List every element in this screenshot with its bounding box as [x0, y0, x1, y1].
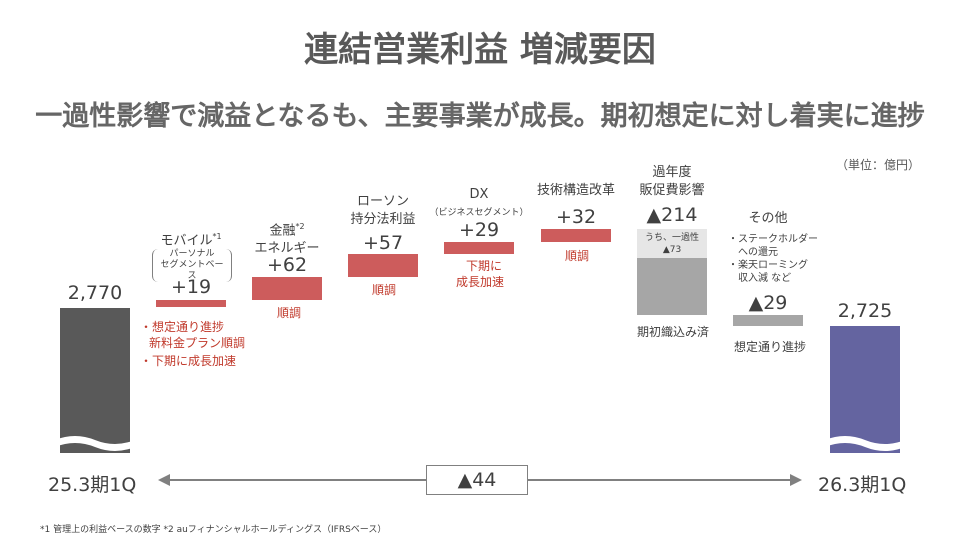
period-arrow-right-head	[790, 474, 802, 486]
other-note-1: ・ステークホルダー	[728, 234, 818, 245]
other-label: その他	[748, 211, 788, 226]
end-period-label: 26.3期1Q	[818, 474, 907, 496]
finance-note: 順調	[277, 306, 302, 320]
promo-label: 過年度 販促費影響	[622, 164, 722, 200]
mobile-note-3: ・下期に成長加速	[140, 354, 237, 368]
onetime-label: うち、一過性 ▲73	[637, 232, 707, 256]
tech-note: 順調	[565, 249, 590, 263]
bar-promo-onetime	[637, 229, 707, 258]
dx-note-1: 下期に	[466, 259, 503, 273]
mobile-note-1: ・想定通り進捗	[140, 320, 225, 334]
mobile-sub-2: セグメントベース	[160, 260, 224, 281]
finance-mark: *2	[295, 222, 305, 231]
finance-name-1: 金融	[269, 223, 296, 239]
mobile-sub-1: パーソナル	[169, 249, 215, 259]
other-value: ▲29	[748, 292, 788, 314]
onetime-value: ▲73	[662, 245, 682, 255]
bar-dx	[444, 242, 514, 254]
mobile-sub-label: パーソナル セグメントベース	[152, 249, 232, 282]
other-note-bottom: 想定通り進捗	[734, 340, 807, 354]
tech-label: 技術構造改革	[536, 183, 615, 198]
promo-value: ▲214	[646, 204, 698, 226]
bar-lawson	[348, 254, 418, 277]
bar-other	[733, 315, 803, 326]
page-title: 連結営業利益 増減要因	[304, 30, 656, 70]
mobile-note-2: 新料金プラン順調	[149, 336, 246, 350]
bar-end-break	[825, 436, 905, 451]
dx-value: +29	[458, 219, 500, 241]
onetime-text: うち、一過性	[644, 233, 699, 243]
mobile-label: モバイル*1	[146, 228, 236, 250]
total-change-box: ▲44	[426, 465, 528, 495]
mobile-mark: *1	[212, 232, 222, 241]
period-arrow-left-head	[158, 474, 170, 486]
other-note-3: ・楽天ローミング	[728, 260, 808, 271]
bar-end	[830, 326, 900, 453]
tech-value: +32	[555, 206, 597, 228]
end-value-label: 2,725	[837, 300, 893, 322]
bar-mobile	[156, 300, 226, 307]
bar-tech	[541, 229, 611, 242]
mobile-name: モバイル	[160, 233, 213, 249]
footnote: *1 管理上の利益ベースの数字 *2 auフィナンシャルホールディングス（IFR…	[40, 525, 387, 535]
dx-note-2: 成長加速	[456, 275, 505, 289]
finance-value: +62	[266, 254, 308, 276]
mobile-value: +19	[170, 276, 212, 298]
other-note-2: への還元	[738, 247, 778, 258]
dx-label: DX	[469, 187, 489, 202]
unit-label: （単位：億円）	[835, 158, 920, 172]
dx-sub-label: （ビジネスセグメント）	[429, 208, 529, 218]
start-period-label: 25.3期1Q	[48, 474, 137, 496]
promo-note: 期初織込み済	[637, 325, 710, 339]
start-value-label: 2,770	[67, 282, 123, 304]
lawson-value: +57	[362, 232, 404, 254]
bar-finance-energy	[252, 277, 322, 300]
promo-name-2: 販促費影響	[639, 183, 705, 198]
finance-name-2: エネルギー	[254, 241, 320, 257]
lawson-name-1: ローソン	[356, 194, 409, 209]
lawson-name-2: 持分法利益	[350, 212, 416, 227]
bar-start-break	[55, 436, 135, 451]
lawson-label: ローソン 持分法利益	[338, 193, 428, 229]
bar-start	[60, 308, 130, 453]
promo-name-1: 過年度	[652, 165, 692, 180]
other-note-4: 収入減 など	[738, 273, 792, 284]
finance-label: 金融*2 エネルギー	[242, 218, 332, 258]
lawson-note: 順調	[372, 283, 397, 297]
page-subtitle: 一過性影響で減益となるも、主要事業が成長。期初想定に対し着実に進捗	[35, 101, 925, 132]
